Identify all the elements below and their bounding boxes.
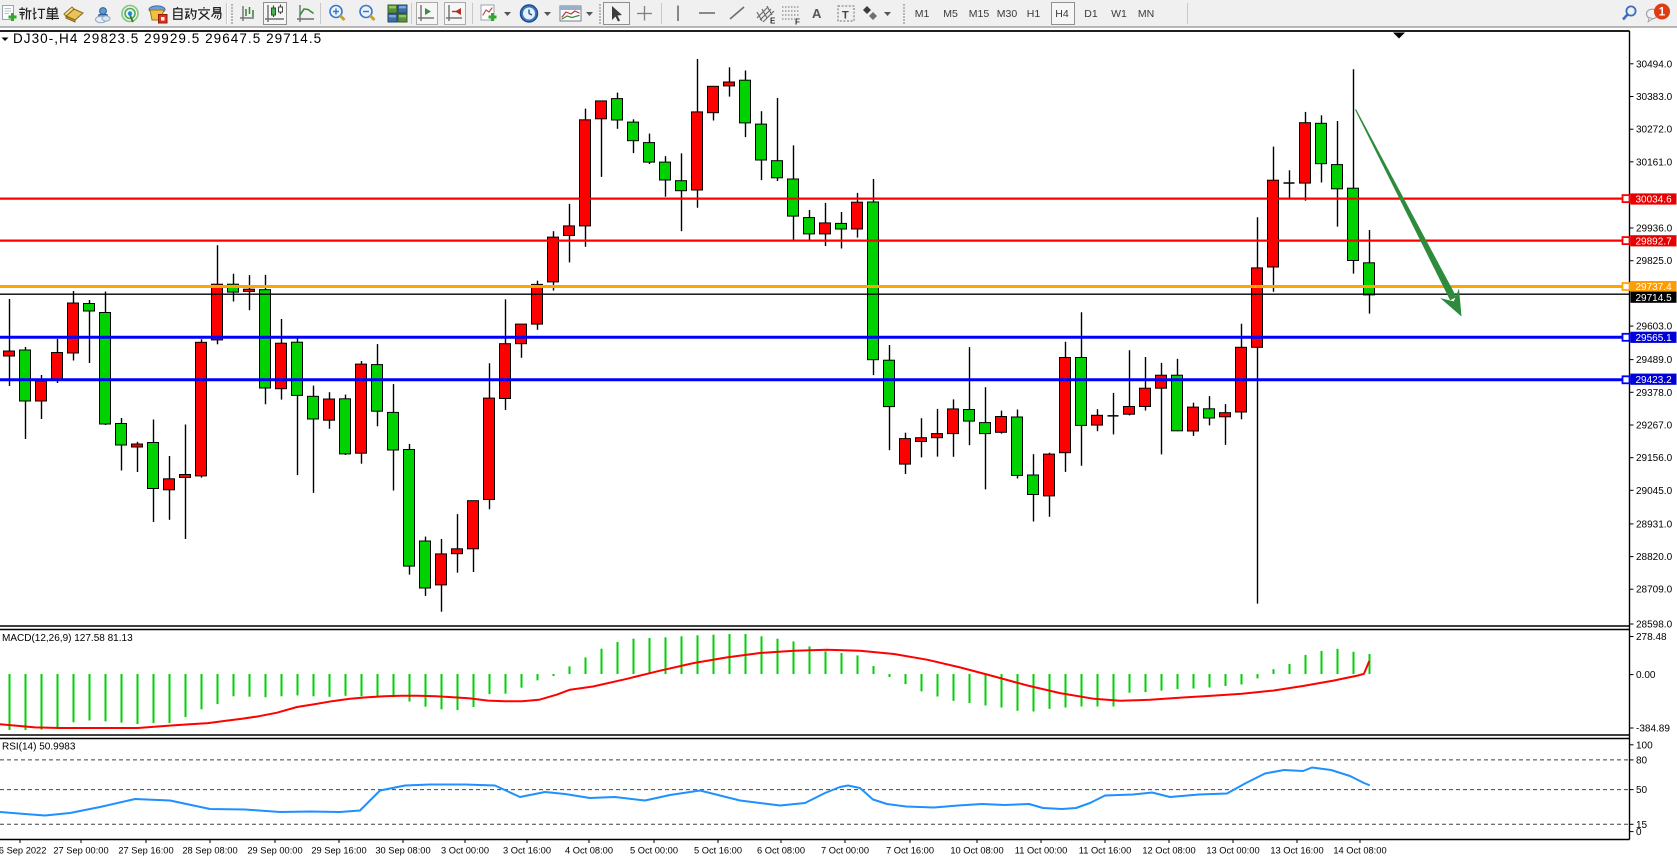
svg-text:29565.1: 29565.1 — [1636, 333, 1673, 344]
svg-text:29737.4: 29737.4 — [1636, 282, 1673, 293]
svg-text:278.48: 278.48 — [1636, 632, 1667, 643]
svg-text:27 Sep 16:00: 27 Sep 16:00 — [118, 846, 173, 856]
svg-text:0: 0 — [1636, 827, 1642, 838]
svg-text:27 Sep 00:00: 27 Sep 00:00 — [53, 846, 108, 856]
svg-text:29378.0: 29378.0 — [1636, 388, 1673, 399]
svg-text:12 Oct 08:00: 12 Oct 08:00 — [1142, 846, 1195, 856]
svg-text:W1: W1 — [1111, 8, 1127, 20]
svg-text:DJ30-,H4 29823.5 29929.5 2964: DJ30-,H4 29823.5 29929.5 29647.5 29714.5 — [13, 31, 322, 46]
svg-text:29825.0: 29825.0 — [1636, 256, 1673, 267]
svg-text:50: 50 — [1636, 785, 1648, 796]
svg-text:M1: M1 — [915, 8, 930, 20]
svg-text:M5: M5 — [943, 8, 958, 20]
svg-text:15: 15 — [1636, 820, 1648, 831]
svg-text:RSI(14) 50.9983: RSI(14) 50.9983 — [2, 742, 76, 753]
svg-text:7 Oct 16:00: 7 Oct 16:00 — [886, 846, 934, 856]
svg-text:26 Sep 2022: 26 Sep 2022 — [0, 846, 46, 856]
svg-text:6 Oct 08:00: 6 Oct 08:00 — [757, 846, 805, 856]
svg-text:10 Oct 08:00: 10 Oct 08:00 — [950, 846, 1003, 856]
svg-text:T: T — [842, 10, 849, 22]
svg-text:30034.6: 30034.6 — [1636, 195, 1673, 206]
svg-text:H1: H1 — [1027, 8, 1041, 20]
svg-text:3 Oct 00:00: 3 Oct 00:00 — [441, 846, 489, 856]
svg-text:E: E — [770, 17, 776, 26]
svg-text:5 Oct 16:00: 5 Oct 16:00 — [694, 846, 742, 856]
svg-text:29423.2: 29423.2 — [1636, 375, 1673, 386]
svg-text:11 Oct 00:00: 11 Oct 00:00 — [1015, 846, 1068, 856]
svg-text:29714.5: 29714.5 — [1636, 293, 1673, 304]
svg-text:28598.0: 28598.0 — [1636, 620, 1673, 631]
svg-text:14 Oct 08:00: 14 Oct 08:00 — [1333, 846, 1386, 856]
svg-text:28820.0: 28820.0 — [1636, 552, 1673, 563]
svg-text:3 Oct 16:00: 3 Oct 16:00 — [503, 846, 551, 856]
svg-text:30 Sep 08:00: 30 Sep 08:00 — [375, 846, 430, 856]
svg-text:30161.0: 30161.0 — [1636, 157, 1673, 168]
svg-text:28709.0: 28709.0 — [1636, 585, 1673, 596]
svg-text:29489.0: 29489.0 — [1636, 355, 1673, 366]
svg-text:29 Sep 16:00: 29 Sep 16:00 — [311, 846, 366, 856]
svg-text:5 Oct 00:00: 5 Oct 00:00 — [630, 846, 678, 856]
svg-text:13 Oct 16:00: 13 Oct 16:00 — [1270, 846, 1323, 856]
svg-text:80: 80 — [1636, 755, 1648, 766]
svg-text:11 Oct 16:00: 11 Oct 16:00 — [1079, 846, 1132, 856]
svg-text:29936.0: 29936.0 — [1636, 224, 1673, 235]
svg-text:1: 1 — [1659, 7, 1666, 19]
svg-text:30383.0: 30383.0 — [1636, 92, 1673, 103]
svg-text:F: F — [795, 18, 800, 27]
svg-text:13 Oct 00:00: 13 Oct 00:00 — [1206, 846, 1259, 856]
svg-text:MACD(12,26,9) 127.58 81.13: MACD(12,26,9) 127.58 81.13 — [2, 633, 133, 644]
svg-text:H4: H4 — [1055, 8, 1069, 20]
svg-text:29 Sep 00:00: 29 Sep 00:00 — [247, 846, 302, 856]
svg-text:M15: M15 — [969, 8, 990, 20]
svg-text:MN: MN — [1138, 8, 1154, 20]
svg-text:4 Oct 08:00: 4 Oct 08:00 — [565, 846, 613, 856]
svg-text:0.00: 0.00 — [1636, 670, 1656, 681]
svg-text:29603.0: 29603.0 — [1636, 322, 1673, 333]
svg-text:30494.0: 30494.0 — [1636, 59, 1673, 70]
svg-text:29156.0: 29156.0 — [1636, 453, 1673, 464]
svg-text:30272.0: 30272.0 — [1636, 125, 1673, 136]
svg-text:29267.0: 29267.0 — [1636, 421, 1673, 432]
svg-text:29045.0: 29045.0 — [1636, 486, 1673, 497]
svg-text:7 Oct 00:00: 7 Oct 00:00 — [821, 846, 869, 856]
svg-text:M30: M30 — [997, 8, 1018, 20]
svg-text:28 Sep 08:00: 28 Sep 08:00 — [182, 846, 237, 856]
svg-text:D1: D1 — [1084, 8, 1098, 20]
svg-text:A: A — [812, 6, 822, 21]
svg-text:100: 100 — [1636, 740, 1653, 751]
svg-text:-384.89: -384.89 — [1636, 724, 1670, 735]
svg-text:29892.7: 29892.7 — [1636, 236, 1673, 247]
svg-text:28931.0: 28931.0 — [1636, 519, 1673, 530]
